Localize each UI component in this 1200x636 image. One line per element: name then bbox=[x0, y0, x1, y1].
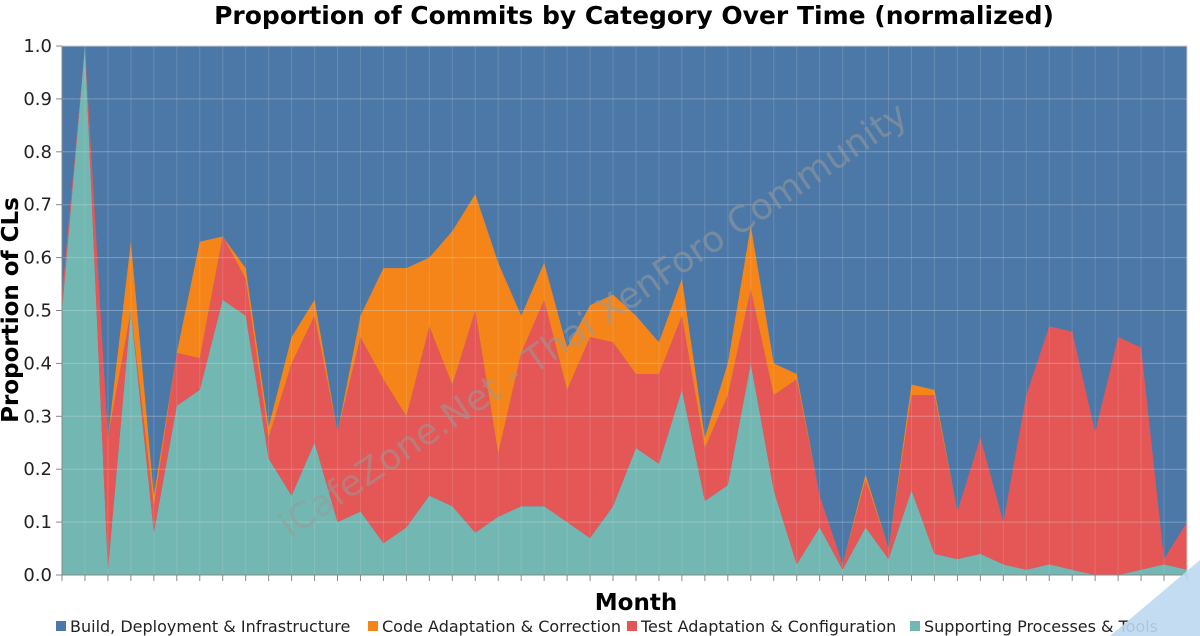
y-tick-label: 0.1 bbox=[23, 512, 52, 533]
y-axis-title: Proportion of CLs bbox=[0, 197, 24, 423]
area-layers bbox=[62, 46, 1187, 575]
legend-swatch bbox=[910, 621, 920, 631]
legend-label: Build, Deployment & Infrastructure bbox=[70, 617, 350, 636]
y-tick-label: 0.7 bbox=[23, 195, 52, 216]
legend-swatch bbox=[368, 621, 378, 631]
x-axis-title: Month bbox=[595, 590, 677, 616]
y-axis: 0.0 0.1 0.2 0.3 0.4 0.5 0.6 0.7 0.8 0.9 1.0 bbox=[23, 36, 63, 586]
chart-title: Proportion of Commits by Category Over T… bbox=[214, 1, 1054, 30]
y-tick-label: 0.3 bbox=[23, 406, 52, 427]
y-tick-label: 0.6 bbox=[23, 248, 52, 269]
y-tick-label: 0.4 bbox=[23, 353, 52, 374]
y-tick-label: 0.9 bbox=[23, 89, 52, 110]
y-tick-label: 0.0 bbox=[23, 565, 52, 586]
legend-label: Code Adaptation & Correction bbox=[382, 617, 621, 636]
legend-swatch bbox=[56, 621, 66, 631]
corner-badge-shape bbox=[1110, 560, 1200, 636]
legend-swatch bbox=[627, 621, 637, 631]
corner-badge bbox=[1110, 560, 1200, 636]
legend-label: Supporting Processes & Tools bbox=[924, 617, 1158, 636]
y-tick-label: 0.5 bbox=[23, 301, 52, 322]
plot-area bbox=[61, 45, 1188, 576]
y-tick-label: 0.2 bbox=[23, 459, 52, 480]
gridlines bbox=[61, 45, 1188, 576]
x-axis bbox=[61, 574, 1188, 581]
area-supporting-processes-tools bbox=[62, 46, 1187, 575]
legend: Build, Deployment & Infrastructure Code A… bbox=[56, 617, 1158, 636]
y-tick-label: 0.8 bbox=[23, 142, 52, 163]
area-test-adaptation-configuration bbox=[62, 46, 1187, 575]
legend-label: Test Adaptation & Configuration bbox=[640, 617, 896, 636]
y-tick-label: 1.0 bbox=[23, 36, 52, 57]
